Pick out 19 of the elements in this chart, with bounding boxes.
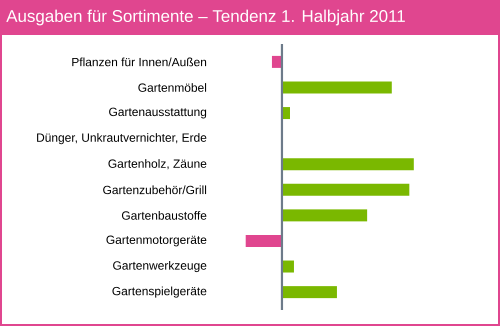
y-tick-label: Dünger, Unkrautvernichter, Erde bbox=[37, 133, 206, 144]
y-tick-label: Gartenspielgeräte bbox=[112, 286, 206, 298]
y-tick-label: Pflanzen für Innen/Außen bbox=[72, 58, 206, 66]
bar bbox=[282, 158, 414, 170]
y-tick-label: Gartenzubehör/Grill bbox=[103, 185, 206, 194]
bar bbox=[282, 81, 392, 94]
y-tick-label: Gartenmöbel bbox=[138, 83, 206, 92]
bar bbox=[282, 286, 337, 298]
y-tick-label: Gartenausstattung bbox=[109, 108, 206, 118]
bar bbox=[282, 260, 294, 273]
y-tick-label: Gartenbaustoffe bbox=[122, 210, 206, 220]
y-tick-label: Gartenmotorgeräte bbox=[106, 236, 206, 246]
bar bbox=[272, 56, 282, 68]
y-tick-label: Gartenholz, Zäune bbox=[108, 159, 206, 170]
bar bbox=[282, 184, 410, 196]
bar bbox=[246, 234, 282, 247]
bar bbox=[282, 209, 368, 222]
y-tick-label: Gartenwerkzeuge bbox=[113, 260, 206, 272]
chart-title: Ausgaben für Sortimente – Tendenz 1. Halbjahr 2011 bbox=[6, 10, 405, 26]
